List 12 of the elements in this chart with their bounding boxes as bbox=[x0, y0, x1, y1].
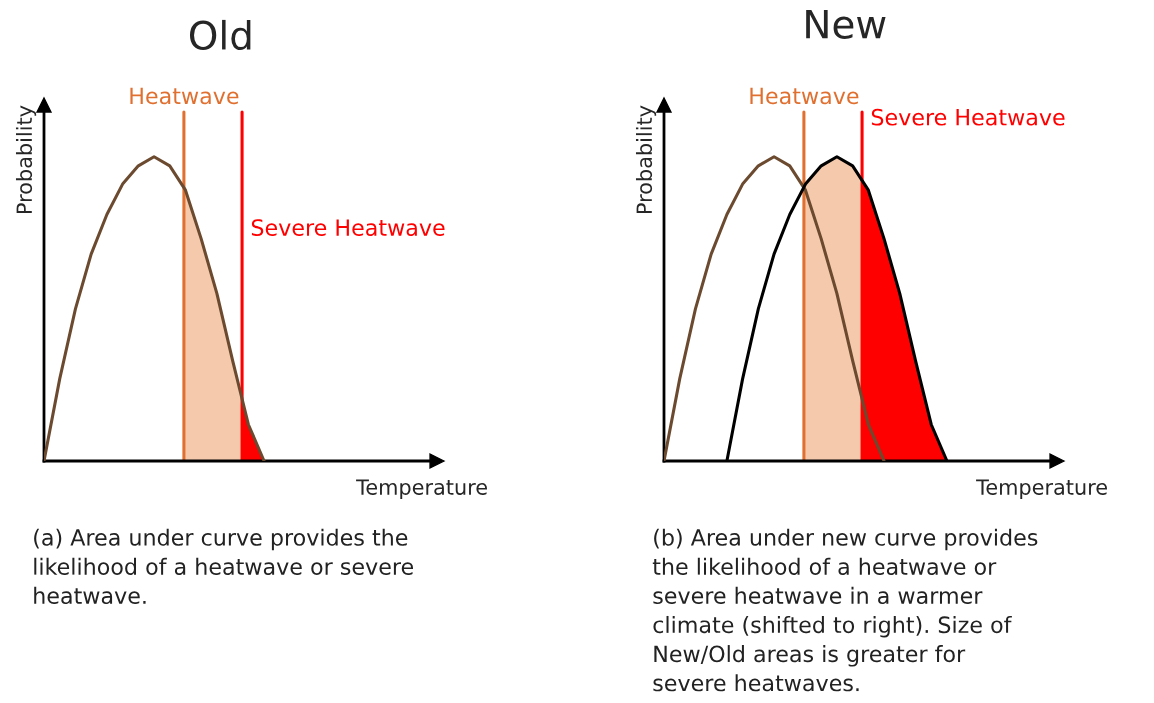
y-axis-title: Probability bbox=[15, 105, 37, 214]
annotation: Severe Heatwave bbox=[251, 219, 445, 236]
text: Severe Heatwave bbox=[871, 108, 1065, 126]
x-axis-title: Temperature bbox=[976, 479, 1107, 499]
text: (b) Area under new curve provides the likelihood of a heatwave or severe heatwave in a warmer climate (shifted to right). Size of New/Old areas is greater for severe heatwaves. bbox=[652, 528, 1038, 692]
y-axis-title: Probability bbox=[635, 105, 657, 214]
text: Heatwave bbox=[130, 87, 239, 105]
chart-title: New bbox=[806, 9, 886, 39]
text: Heatwave bbox=[750, 87, 859, 105]
text: (a) Area under curve provides the likelihood of a heatwave or severe heatwave. bbox=[34, 528, 414, 605]
chart-title: Old bbox=[189, 19, 251, 50]
x-axis-title: Temperature bbox=[356, 479, 487, 499]
